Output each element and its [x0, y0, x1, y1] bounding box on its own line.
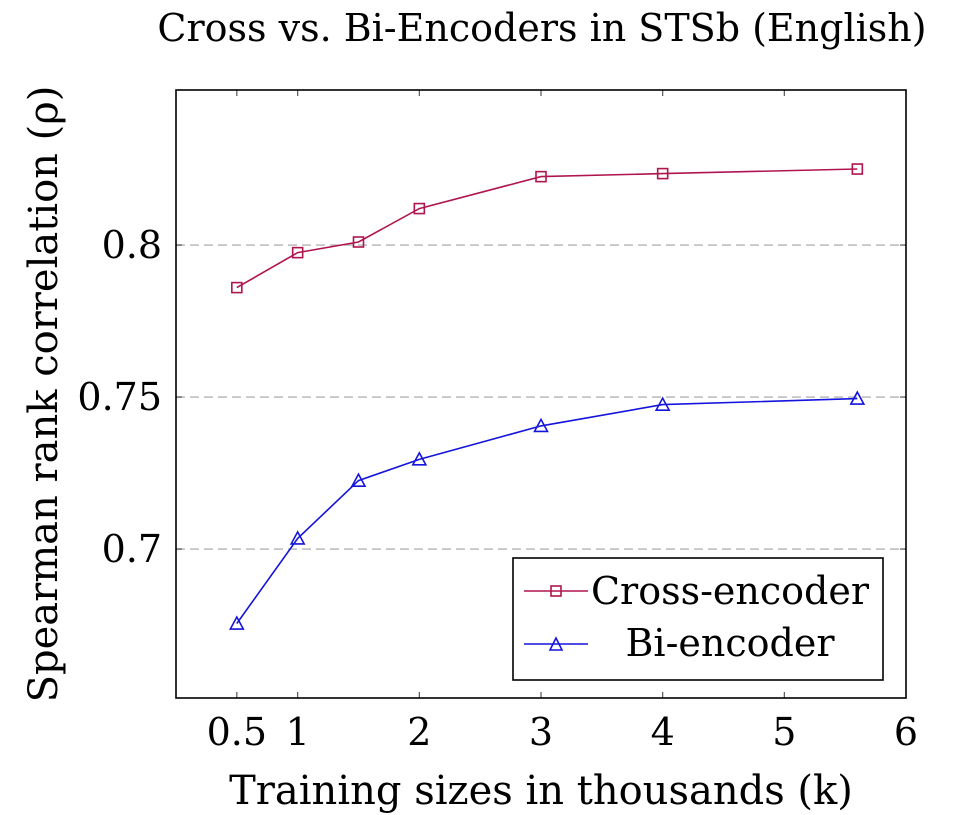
- data-series: [228, 163, 866, 630]
- data-point-bi-encoder: [849, 390, 866, 405]
- legend: Cross-encoder Bi-encoder: [512, 557, 884, 681]
- y-tick-label: 0.7: [102, 527, 162, 571]
- x-tick-label: 5: [772, 710, 796, 754]
- x-tick-label: 4: [651, 710, 675, 754]
- x-tick-label: 6: [894, 710, 918, 754]
- data-point-cross-encoder: [535, 170, 547, 183]
- data-point-cross-encoder: [291, 246, 304, 259]
- data-point-bi-encoder: [350, 472, 367, 487]
- y-tick-label: 0.8: [102, 223, 162, 267]
- grid-lines: [176, 244, 906, 550]
- data-point-cross-encoder: [231, 281, 243, 294]
- plot-area-frame: [175, 89, 907, 699]
- axis-ticks: [176, 90, 906, 698]
- legend-marker-cross-encoder: [550, 585, 562, 597]
- data-point-bi-encoder: [289, 530, 306, 545]
- data-point-bi-encoder: [654, 396, 671, 411]
- y-axis-label: Spearman rank correlation (ρ): [21, 86, 67, 703]
- x-tick-label: 2: [407, 710, 431, 754]
- chart-title: Cross vs. Bi-Encoders in STSb (English): [157, 6, 926, 50]
- data-point-cross-encoder: [851, 163, 864, 175]
- x-axis-label: Training sizes in thousands (k): [229, 768, 853, 814]
- data-point-cross-encoder: [413, 202, 426, 215]
- x-tick-label: 3: [529, 710, 553, 754]
- data-point-cross-encoder: [656, 167, 669, 180]
- y-tick-label: 0.75: [77, 375, 162, 419]
- tick-labels: 0.7 0.75 0.8 0.5 1 2 3 4 5 6: [77, 223, 918, 754]
- legend-label-bi-encoder: Bi-encoder: [625, 621, 835, 665]
- data-point-cross-encoder: [352, 236, 365, 248]
- series-line-cross-encoder: [236, 168, 858, 289]
- x-tick-label: 1: [286, 710, 310, 754]
- series-line-bi-encoder: [236, 397, 858, 624]
- data-point-bi-encoder: [411, 451, 428, 466]
- data-point-bi-encoder: [228, 615, 245, 630]
- legend-box: [512, 557, 884, 681]
- legend-marker-bi-encoder: [548, 636, 564, 651]
- legend-label-cross-encoder: Cross-encoder: [591, 569, 870, 613]
- data-point-bi-encoder: [533, 417, 549, 433]
- x-tick-label: 0.5: [207, 710, 267, 754]
